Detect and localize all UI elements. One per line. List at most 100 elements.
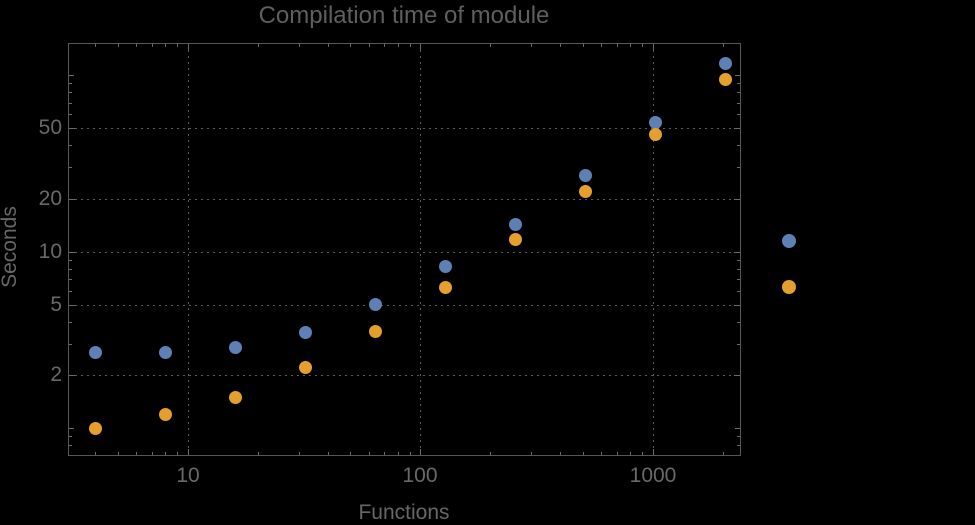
y-tick-mark-mirror [737, 436, 740, 437]
y-tick-mark [69, 128, 75, 129]
data-point-series-2 [718, 73, 732, 87]
data-point-series-1 [368, 298, 382, 312]
y-tick-label: 20 [38, 187, 62, 210]
gridline-y-2 [69, 375, 740, 376]
y-tick-label: 2 [50, 363, 62, 386]
data-point-series-2 [648, 128, 662, 142]
x-tick-mark [350, 452, 351, 455]
data-point-series-2 [88, 421, 102, 435]
y-tick-mark [69, 291, 72, 292]
y-tick-mark-mirror [737, 103, 740, 104]
x-tick-mark [420, 449, 421, 455]
x-tick-mark [531, 452, 532, 455]
x-tick-mark-mirror [369, 44, 370, 47]
y-tick-mark [69, 428, 74, 429]
x-tick-mark-mirror [328, 44, 329, 47]
y-tick-mark [69, 269, 72, 270]
y-tick-mark [69, 167, 72, 168]
x-tick-mark [601, 452, 602, 455]
y-tick-mark [69, 114, 72, 115]
data-point-series-1 [578, 169, 592, 183]
data-point-series-2 [228, 390, 242, 404]
y-tick-label: 10 [38, 240, 62, 263]
data-point-series-2 [158, 407, 172, 421]
x-tick-mark-mirror [152, 44, 153, 47]
x-tick-mark-mirror [118, 44, 119, 47]
y-tick-mark [69, 103, 72, 104]
x-tick-mark [118, 452, 119, 455]
y-tick-mark-mirror [734, 199, 740, 200]
y-tick-mark-mirror [735, 75, 740, 76]
x-tick-mark-mirror [299, 44, 300, 47]
data-point-series-1 [508, 217, 522, 231]
x-tick-mark [630, 452, 631, 455]
data-point-series-1 [648, 115, 662, 129]
y-axis-label: Seconds [0, 206, 21, 288]
gridline-x-1000 [653, 44, 654, 455]
x-tick-mark-mirror [258, 44, 259, 47]
x-tick-mark [95, 452, 96, 455]
x-tick-mark-mirror [398, 44, 399, 47]
x-tick-mark-mirror [410, 44, 411, 47]
data-point-series-1 [438, 260, 452, 274]
x-tick-mark-mirror [723, 44, 724, 47]
x-axis-label: Functions [358, 501, 450, 524]
data-point-series-2 [368, 324, 382, 338]
x-tick-mark-mirror [642, 44, 643, 47]
y-tick-mark-mirror [734, 305, 740, 306]
y-tick-mark [69, 305, 75, 306]
y-tick-mark-mirror [737, 145, 740, 146]
x-tick-mark [560, 452, 561, 455]
x-tick-mark-mirror [560, 44, 561, 47]
y-tick-mark-mirror [737, 167, 740, 168]
x-tick-mark [384, 452, 385, 455]
y-tick-label: 50 [38, 116, 62, 139]
data-point-series-2 [298, 361, 312, 375]
x-tick-mark [723, 452, 724, 455]
y-tick-mark [69, 199, 75, 200]
y-tick-mark-mirror [734, 128, 740, 129]
x-tick-mark [136, 452, 137, 455]
y-tick-mark-mirror [734, 252, 740, 253]
y-tick-mark [69, 322, 72, 323]
x-tick-mark [642, 452, 643, 455]
x-tick-mark-mirror [583, 44, 584, 47]
y-tick-mark [69, 344, 72, 345]
y-tick-mark-mirror [737, 260, 740, 261]
y-tick-mark [69, 75, 74, 76]
x-tick-mark [410, 452, 411, 455]
gridline-y-50 [69, 128, 740, 129]
data-point-series-2 [508, 232, 522, 246]
x-tick-mark [490, 452, 491, 455]
y-tick-mark [69, 145, 72, 146]
x-tick-mark-mirror [350, 44, 351, 47]
data-point-series-1 [718, 56, 732, 70]
x-tick-label: 10 [176, 464, 200, 487]
x-tick-mark-mirror [630, 44, 631, 47]
x-tick-label: 100 [402, 464, 438, 487]
x-tick-mark-mirror [177, 44, 178, 47]
plot-frame [68, 43, 741, 456]
y-tick-mark [69, 252, 75, 253]
y-tick-mark-mirror [737, 445, 740, 446]
y-tick-mark [69, 279, 72, 280]
x-tick-mark-mirror [165, 44, 166, 47]
x-tick-mark [165, 452, 166, 455]
gridline-x-10 [188, 44, 189, 455]
x-tick-mark [369, 452, 370, 455]
x-tick-mark-mirror [384, 44, 385, 47]
x-tick-mark-mirror [136, 44, 137, 47]
y-tick-mark [69, 83, 72, 84]
data-point-series-1 [228, 341, 242, 355]
x-tick-mark-mirror [531, 44, 532, 47]
x-tick-mark [152, 452, 153, 455]
gridline-x-100 [420, 44, 421, 455]
y-tick-mark-mirror [737, 291, 740, 292]
x-tick-mark [583, 452, 584, 455]
y-tick-mark [69, 375, 75, 376]
x-tick-mark [188, 449, 189, 455]
y-tick-mark-mirror [737, 344, 740, 345]
x-tick-mark-mirror [188, 44, 189, 50]
y-tick-mark [69, 260, 72, 261]
